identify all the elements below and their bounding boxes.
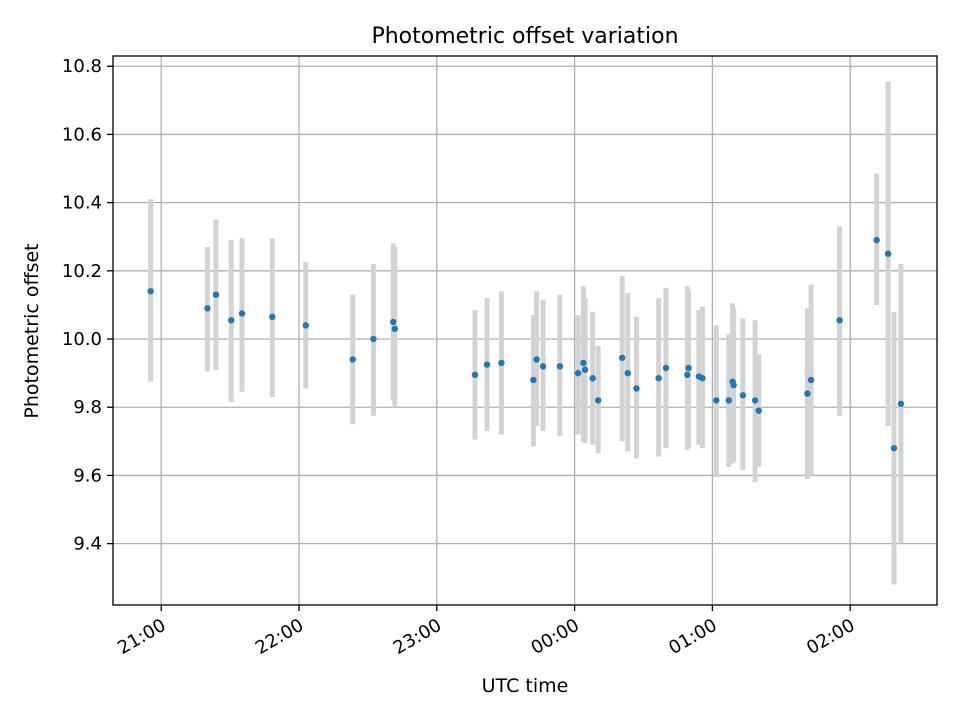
plot-frame (112, 55, 938, 606)
y-tick-label: 10.2 (62, 261, 102, 282)
data-point (725, 397, 732, 404)
data-point (556, 363, 564, 370)
grid (113, 56, 937, 605)
data-point (884, 250, 892, 257)
y-tick-label: 10.4 (62, 193, 102, 214)
data-point (730, 381, 737, 389)
data-point (574, 369, 582, 377)
data-point (589, 375, 596, 382)
data-point (539, 363, 547, 370)
y-tick-label: 9.4 (73, 534, 102, 555)
data-point (580, 359, 587, 367)
data-point (483, 361, 491, 368)
y-axis-label: Photometric offset (21, 243, 43, 418)
data-point (807, 376, 815, 384)
y-tick-label: 10.0 (62, 329, 102, 350)
chart-title: Photometric offset variation (371, 24, 678, 49)
data-point (533, 356, 540, 363)
data-point (684, 371, 691, 379)
data-point (699, 375, 706, 382)
data-point (269, 313, 276, 321)
data-point (662, 364, 670, 372)
data-point (471, 371, 479, 379)
data-point (624, 369, 631, 377)
data-point (212, 291, 220, 298)
data-point (755, 407, 762, 414)
data-point (147, 288, 154, 295)
data-point (349, 356, 356, 363)
data-point (713, 397, 720, 404)
y-tick-label: 10.6 (62, 124, 102, 145)
data-point (370, 335, 377, 343)
data-point (804, 390, 811, 397)
y-tick-label: 10.8 (62, 56, 102, 77)
data-point (228, 317, 235, 324)
data-point (238, 310, 246, 317)
data-point (897, 400, 905, 408)
data-point (390, 318, 397, 326)
y-axis-ticks: 9.4 9.6 9.8 10.0 10.2 10.4 10.6 10.8 (62, 56, 113, 555)
data-point (655, 375, 662, 382)
y-tick-label: 9.6 (73, 465, 102, 486)
data-point (890, 444, 898, 452)
data-point (391, 325, 398, 332)
data-point (836, 317, 843, 324)
data-point (739, 392, 747, 399)
data-points (147, 236, 905, 452)
data-point (581, 366, 589, 373)
data-point (204, 305, 211, 312)
data-point (530, 376, 537, 384)
y-tick-label: 9.8 (73, 397, 102, 418)
data-point (618, 354, 626, 361)
data-point (685, 364, 692, 372)
x-axis-label: UTC time (482, 675, 569, 697)
data-point (633, 385, 640, 392)
data-point (751, 397, 759, 404)
data-point (873, 236, 880, 244)
data-point (594, 397, 602, 404)
data-point (498, 359, 505, 367)
data-point (302, 322, 309, 329)
